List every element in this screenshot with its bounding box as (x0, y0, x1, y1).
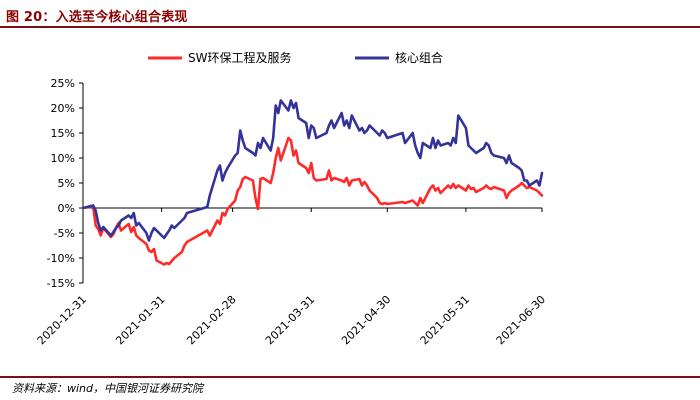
y-axis: -15% -10% -5% 0% 5% 10% 15% 20% 25% (47, 77, 84, 290)
x-tick-label: 2021-04-30 (339, 293, 393, 347)
source-rule (0, 376, 700, 378)
y-tick-label: -15% (47, 277, 75, 290)
y-tick-label: 15% (51, 127, 75, 140)
legend-label: 核心组合 (395, 50, 443, 65)
figure-title: 图 20：入选至今核心组合表现 (6, 10, 188, 25)
legend-label: SW环保工程及服务 (188, 50, 291, 65)
y-tick-label: 0% (58, 202, 75, 215)
y-tick-label: 5% (58, 177, 75, 190)
y-tick-label: -10% (47, 252, 75, 265)
series-lines (81, 99, 544, 266)
y-tick-label: 10% (51, 152, 75, 165)
series-line (81, 99, 544, 242)
legend: SW环保工程及服务 核心组合 (148, 50, 443, 65)
x-tick-label: 2021-01-31 (113, 293, 167, 347)
y-tick-label: -5% (54, 227, 75, 240)
x-axis: 2020-12-31 2021-01-31 2021-02-28 2021-03-31… (35, 207, 548, 347)
source-note: 资料来源：wind，中国银河证券研究院 (12, 382, 204, 395)
line-chart: -15%-10%-5%0%5%10%15%20%25% 2020-12-31 20… (35, 50, 548, 347)
y-tick-label: 20% (51, 102, 75, 115)
x-tick-label: 2021-06-30 (494, 293, 548, 347)
x-tick-label: 2021-05-31 (418, 293, 472, 347)
x-tick-label: 2021-02-28 (184, 293, 238, 347)
title-rule (0, 26, 700, 28)
series-line (81, 136, 544, 266)
x-tick-label: 2020-12-31 (35, 293, 89, 347)
y-tick-label: 25% (51, 77, 75, 90)
x-tick-label: 2021-03-31 (263, 293, 317, 347)
